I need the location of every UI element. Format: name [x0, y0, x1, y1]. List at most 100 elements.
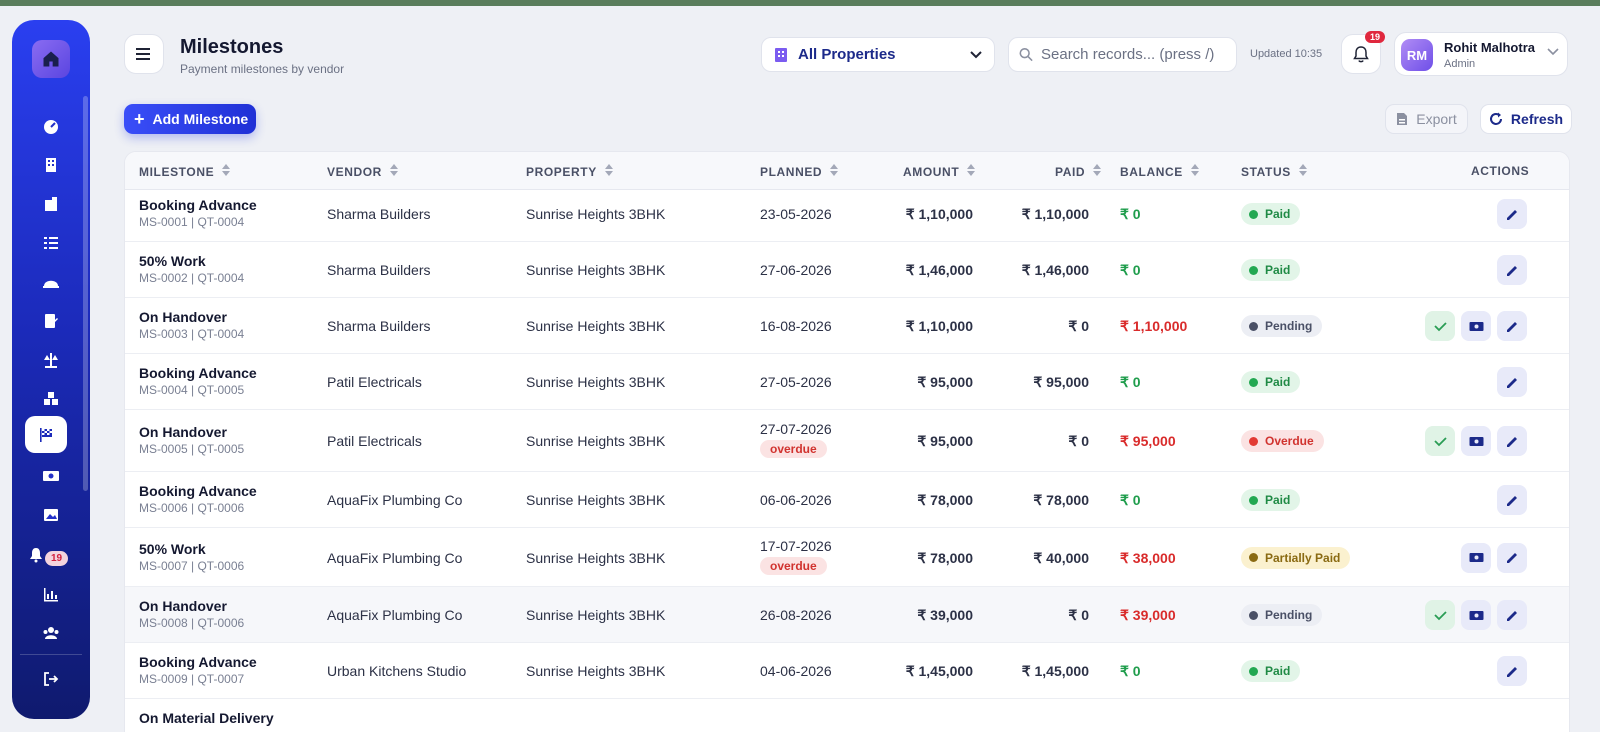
status-badge: Pending	[1241, 315, 1323, 337]
sidebar-item-building[interactable]	[33, 150, 69, 180]
table-row[interactable]: Booking Advance MS-0001 | QT-0004 Sharma B…	[125, 186, 1569, 242]
record-payment-button[interactable]	[1461, 600, 1491, 630]
milestone-ref: MS-0002 | QT-0004	[139, 271, 245, 285]
status-label: Partially Paid	[1265, 550, 1341, 565]
edit-button[interactable]	[1497, 255, 1527, 285]
sidebar-item-flag-checkered[interactable]	[25, 416, 67, 453]
table-row[interactable]: Booking Advance MS-0009 | QT-0007 Urban Ki…	[125, 643, 1569, 699]
column-header-milestone[interactable]: MILESTONE	[139, 164, 231, 179]
sidebar-item-dashboard[interactable]	[33, 112, 69, 142]
menu-toggle-button[interactable]	[124, 34, 164, 74]
record-payment-button[interactable]	[1461, 542, 1491, 573]
status-dot	[1249, 495, 1258, 505]
amount-cell: ₹ 1,46,000	[905, 262, 973, 278]
column-header-label: PLANNED	[760, 164, 823, 179]
vendor-cell: Sharma Builders	[327, 318, 431, 334]
refresh-button[interactable]: Refresh	[1480, 104, 1572, 134]
column-header-amount[interactable]: AMOUNT	[903, 164, 976, 179]
sidebar-item-images[interactable]	[33, 500, 69, 530]
column-header-property[interactable]: PROPERTY	[526, 164, 613, 179]
column-header-vendor[interactable]: VENDOR	[327, 164, 398, 179]
edit-button[interactable]	[1497, 600, 1527, 630]
sidebar-item-users[interactable]	[33, 618, 69, 648]
record-payment-button[interactable]	[1461, 311, 1491, 341]
balance-cell: ₹ 95,000	[1120, 433, 1176, 449]
overdue-badge: overdue	[760, 440, 827, 458]
sidebar-item-boxes[interactable]	[33, 383, 69, 413]
table-row[interactable]: Booking Advance MS-0004 | QT-0005 Patil El…	[125, 354, 1569, 410]
column-header-paid[interactable]: PAID	[1055, 164, 1102, 179]
money-bill-icon	[1469, 610, 1484, 621]
page-subtitle: Payment milestones by vendor	[180, 62, 345, 76]
file-export-icon	[1397, 113, 1408, 125]
sidebar-item-quotation[interactable]	[33, 306, 69, 336]
milestone-ref: MS-0008 | QT-0006	[139, 616, 245, 630]
paid-cell: ₹ 0	[1068, 318, 1089, 334]
property-icon	[45, 197, 57, 211]
property-select[interactable]: All Properties	[761, 37, 995, 72]
notifications-button[interactable]	[1341, 34, 1381, 74]
edit-button[interactable]	[1497, 367, 1527, 397]
mark-paid-button[interactable]	[1425, 311, 1455, 341]
status-label: Paid	[1265, 375, 1291, 389]
table-row[interactable]: On Material Delivery	[125, 699, 1569, 732]
search-box[interactable]	[1008, 37, 1237, 72]
column-header-planned[interactable]: PLANNED	[760, 164, 839, 179]
status-dot	[1249, 209, 1258, 219]
sidebar-item-bell[interactable]	[18, 540, 54, 570]
table-row[interactable]: 50% Work MS-0002 | QT-0004 Sharma Builders…	[125, 242, 1569, 298]
edit-button[interactable]	[1497, 199, 1527, 229]
sidebar-item-money[interactable]	[33, 461, 69, 491]
column-header-balance[interactable]: BALANCE	[1120, 164, 1199, 179]
status-dot	[1249, 610, 1258, 620]
planned-cell: 27-06-2026	[760, 262, 832, 278]
table-row[interactable]: 50% Work MS-0007 | QT-0006 AquaFix Plumbin…	[125, 528, 1569, 587]
edit-button[interactable]	[1497, 656, 1527, 686]
paid-cell: ₹ 95,000	[1033, 374, 1089, 390]
table-row[interactable]: On Handover MS-0008 | QT-0006 AquaFix Plum…	[125, 587, 1569, 643]
user-name: Rohit Malhotra	[1444, 40, 1535, 55]
edit-button[interactable]	[1497, 485, 1527, 515]
milestone-title: Booking Advance	[139, 365, 257, 381]
amount-cell: ₹ 39,000	[917, 607, 973, 623]
amount-cell: ₹ 1,45,000	[905, 663, 973, 679]
mark-paid-button[interactable]	[1425, 600, 1455, 630]
mark-paid-button[interactable]	[1425, 426, 1455, 456]
balance-cell: ₹ 0	[1120, 492, 1141, 508]
column-header-label: ACTIONS	[1471, 164, 1530, 178]
edit-button[interactable]	[1497, 426, 1527, 456]
sidebar-item-chart[interactable]	[33, 579, 69, 609]
sort-icon	[604, 164, 613, 179]
column-header-status[interactable]: STATUS	[1241, 164, 1307, 179]
vendor-cell: Patil Electricals	[327, 374, 422, 390]
sidebar-item-checklist[interactable]	[33, 228, 69, 258]
sidebar-item-logout[interactable]	[33, 664, 69, 694]
sidebar-item-property[interactable]	[33, 189, 69, 219]
table-row[interactable]: On Handover MS-0005 | QT-0005 Patil Electr…	[125, 410, 1569, 472]
sidebar-scrollbar[interactable]	[83, 96, 88, 491]
overdue-badge: overdue	[760, 556, 827, 575]
sidebar: 19	[12, 20, 90, 719]
sidebar-item-scale[interactable]	[33, 345, 69, 375]
add-milestone-button[interactable]: + Add Milestone	[124, 104, 256, 134]
status-badge: Paid	[1241, 660, 1301, 682]
vendor-cell: Patil Electricals	[327, 433, 422, 449]
planned-cell: 26-08-2026	[760, 607, 832, 623]
table-row[interactable]: On Handover MS-0003 | QT-0004 Sharma Build…	[125, 298, 1569, 354]
top-strip	[0, 0, 1600, 6]
search-input[interactable]	[1041, 46, 1226, 63]
edit-button[interactable]	[1497, 311, 1527, 341]
record-payment-button[interactable]	[1461, 426, 1491, 456]
property-cell: Sunrise Heights 3BHK	[526, 663, 666, 679]
planned-cell: 06-06-2026	[760, 492, 832, 508]
user-menu[interactable]: RM Rohit Malhotra Admin	[1394, 32, 1568, 76]
check-icon	[1433, 321, 1447, 332]
milestone-title: 50% Work	[139, 253, 206, 269]
table-row[interactable]: Booking Advance MS-0006 | QT-0006 AquaFix …	[125, 472, 1569, 528]
sidebar-item-hardhat[interactable]	[33, 267, 69, 297]
balance-cell: ₹ 0	[1120, 663, 1141, 679]
home-logo[interactable]	[32, 40, 70, 78]
sort-icon	[967, 164, 976, 179]
edit-button[interactable]	[1497, 542, 1527, 573]
export-button[interactable]: Export	[1385, 104, 1468, 134]
